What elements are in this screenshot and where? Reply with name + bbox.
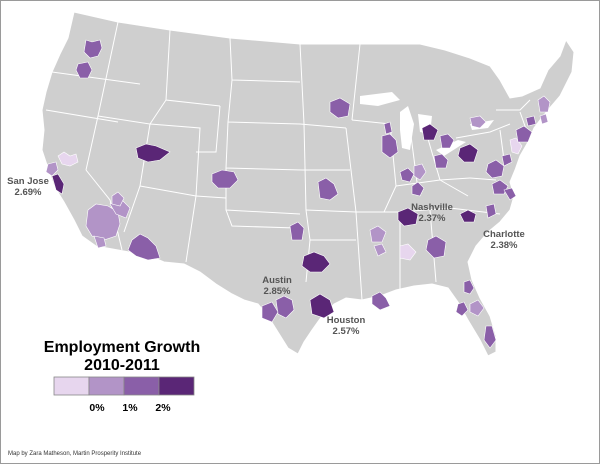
metro-detroit (421, 123, 439, 141)
legend-swatch-low (88, 376, 125, 396)
label-nashville-name: Nashville (411, 202, 453, 213)
metro-indianapolis (413, 163, 427, 181)
metro-houston (309, 293, 335, 319)
metro-pittsburgh (457, 143, 479, 163)
label-san-jose-value: 2.69% (15, 187, 42, 198)
legend-tick-0: 0% (89, 402, 105, 414)
legend-swatch-high (158, 376, 195, 396)
legend-tick-1: 1% (122, 402, 138, 414)
metro-los-angeles (85, 203, 121, 241)
metro-jacksonville (463, 279, 475, 295)
metro-areas (45, 39, 551, 349)
legend: Employment Growth 2010-2011 0% 1% 2% (44, 339, 200, 414)
map-credit: Map by Zara Matheson, Martin Prosperity … (8, 451, 142, 457)
metro-cincinnati (411, 181, 425, 197)
metro-baltimore (501, 153, 513, 167)
metro-columbus (433, 153, 449, 169)
metro-st-louis (369, 225, 387, 243)
metro-milwaukee (383, 121, 393, 135)
label-san-jose-name: San Jose (7, 176, 49, 187)
metro-boston (537, 95, 551, 113)
metro-atlanta (425, 235, 447, 259)
label-austin-name: Austin (262, 275, 292, 286)
metro-nashville (397, 207, 419, 227)
label-charlotte-name: Charlotte (483, 229, 525, 240)
metro-virginia-beach (503, 187, 517, 201)
metro-san-jose (51, 173, 65, 195)
legend-tick-2: 2% (155, 402, 171, 414)
metro-birmingham (399, 243, 417, 261)
metro-new-orleans (371, 291, 391, 311)
metro-washington (485, 159, 505, 179)
metro-memphis (373, 243, 387, 257)
metro-denver (211, 169, 239, 189)
label-houston-value: 2.57% (333, 326, 360, 337)
metro-san-antonio (261, 301, 279, 323)
metro-salt-lake-city (135, 143, 171, 163)
metro-oklahoma-city (289, 221, 305, 241)
city-labels: San Jose 2.69% Nashville 2.37% Charlotte… (7, 176, 525, 337)
metro-phoenix (127, 233, 161, 261)
metro-kansas-city (317, 177, 339, 201)
metro-raleigh (485, 203, 497, 219)
metro-new-york (515, 125, 533, 143)
metro-minneapolis (329, 97, 351, 119)
label-houston-name: Houston (327, 315, 366, 326)
legend-title-line1: Employment Growth (44, 339, 200, 356)
label-nashville-value: 2.37% (419, 213, 446, 224)
metro-orlando (469, 299, 485, 317)
metro-charlotte (459, 209, 477, 223)
metro-portland (75, 61, 93, 79)
metro-dallas (301, 251, 331, 273)
metro-miami (483, 325, 497, 349)
metro-tampa (455, 301, 469, 317)
metro-seattle (83, 39, 103, 59)
legend-swatch-mid (123, 376, 160, 396)
metro-cleveland (439, 133, 455, 149)
label-charlotte-value: 2.38% (491, 240, 518, 251)
metro-chicago (381, 133, 399, 159)
metro-hartford (525, 115, 537, 127)
us-landmass (41, 11, 575, 357)
label-austin-value: 2.85% (264, 286, 291, 297)
metro-san-diego (93, 235, 107, 249)
metro-louisville (399, 167, 415, 183)
metro-sacramento (57, 151, 79, 167)
metro-san-francisco (45, 161, 59, 177)
metro-austin (275, 295, 295, 319)
legend-swatch-very-low (53, 376, 90, 396)
metro-buffalo (469, 115, 487, 129)
legend-title-line2: 2010-2011 (84, 357, 160, 374)
metro-providence (539, 113, 549, 125)
metro-las-vegas (111, 191, 125, 207)
